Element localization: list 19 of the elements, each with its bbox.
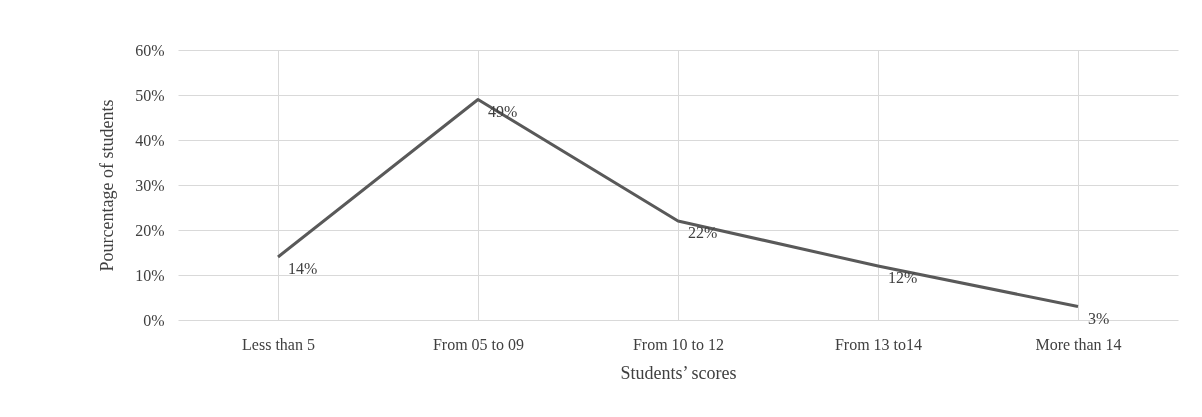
y-tick-label: 40%	[135, 131, 165, 149]
x-tick-label: From 05 to 09	[432, 335, 525, 353]
x-tick-label: From 13 to14	[834, 335, 923, 353]
y-tick-label: 10%	[135, 266, 165, 284]
data-label: 22%	[688, 224, 718, 241]
y-axis-title: Pourcentage of students	[97, 99, 118, 272]
data-label: 14%	[288, 260, 318, 277]
data-label: 3%	[1088, 309, 1110, 327]
y-tick-label: 0%	[143, 311, 165, 329]
data-label: 12%	[888, 269, 918, 286]
y-tick-label: 60%	[135, 41, 165, 59]
y-tick-label: 20%	[135, 221, 165, 239]
x-tick-label: Less than 5	[242, 335, 315, 353]
line-series	[276, 98, 1080, 308]
y-tick-label: 30%	[135, 176, 165, 194]
x-tick-label: From 10 to 12	[632, 335, 725, 353]
x-tick-label: More than 14	[1035, 335, 1122, 353]
y-tick-label: 50%	[135, 86, 165, 104]
x-axis-title: Students’ scores	[620, 362, 737, 383]
